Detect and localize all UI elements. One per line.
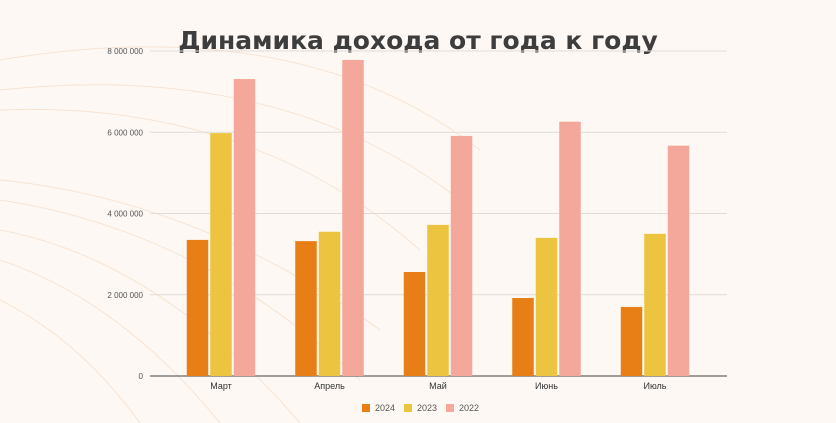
bar-2022-Май: [450, 135, 473, 376]
bar-2022-Июнь: [559, 121, 581, 376]
bar-2024-Март: [186, 239, 209, 376]
bar-2024-Май: [403, 272, 426, 376]
bar-2023-Июль: [644, 233, 666, 376]
x-tick-label: Май: [429, 381, 447, 391]
y-tick-label: 6 000 000: [107, 128, 143, 137]
legend-label-2022: 2022: [459, 403, 479, 413]
bar-2022-Апрель: [342, 59, 364, 376]
x-tick-label: Апрель: [314, 381, 345, 391]
legend-swatch-2024: [362, 404, 370, 412]
bar-2023-Май: [427, 224, 449, 376]
legend-label-2024: 2024: [375, 403, 395, 413]
chart-title: Динамика дохода от года к году: [178, 26, 658, 55]
x-tick-label: Июнь: [535, 381, 558, 391]
legend-swatch-2023: [404, 404, 412, 412]
y-tick-label: 2 000 000: [107, 291, 143, 300]
bar-2022-Март: [233, 79, 256, 376]
legend-swatch-2022: [446, 404, 454, 412]
bar-2024-Апрель: [295, 241, 317, 376]
bar-2022-Июль: [667, 145, 690, 376]
y-tick-label: 0: [139, 372, 144, 381]
bar-2024-Июнь: [512, 298, 534, 376]
bar-2023-Март: [210, 133, 232, 376]
x-tick-label: Июль: [644, 381, 667, 391]
legend-label-2023: 2023: [417, 403, 437, 413]
y-tick-label: 4 000 000: [107, 210, 143, 219]
y-tick-label: 8 000 000: [107, 47, 143, 56]
x-tick-label: Март: [210, 381, 232, 391]
bar-2023-Июнь: [535, 237, 558, 376]
bar-2024-Июль: [620, 306, 643, 376]
bar-2023-Апрель: [318, 231, 341, 376]
